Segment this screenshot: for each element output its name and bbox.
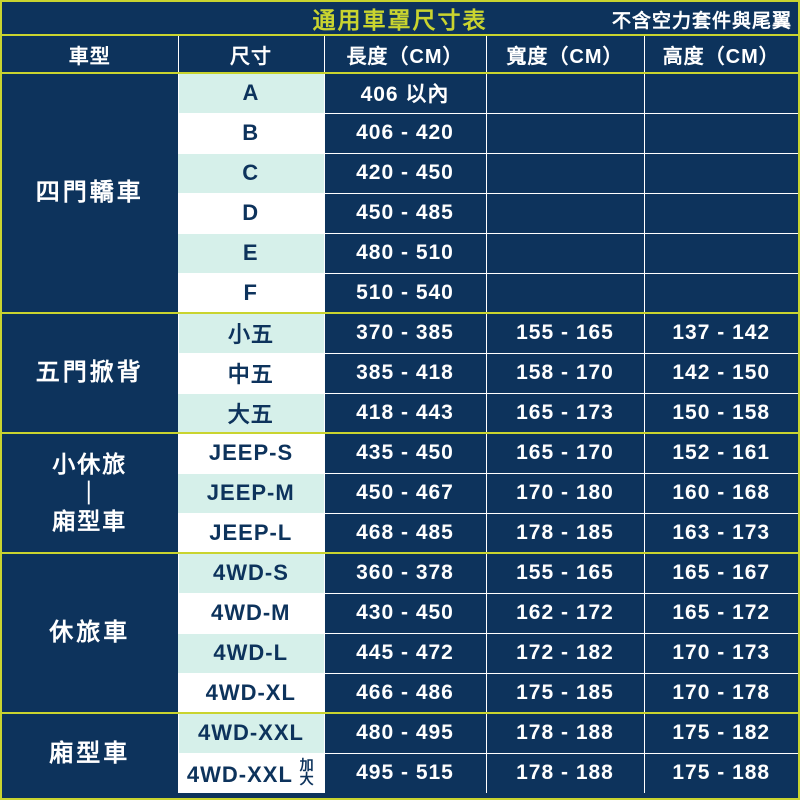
width-cell: 172 - 182 — [486, 633, 644, 673]
table-row: 廂型車4WD-XXL480 - 495178 - 188175 - 182 — [2, 713, 798, 753]
size-cell: JEEP-L — [178, 513, 324, 553]
chart-note: 不含空力套件與尾翼 — [612, 6, 792, 33]
table-body: 四門轎車A406 以內B406 - 420C420 - 450D450 - 48… — [2, 73, 798, 793]
length-cell: 450 - 485 — [324, 193, 486, 233]
length-cell: 385 - 418 — [324, 353, 486, 393]
header-type: 車型 — [2, 36, 178, 73]
height-cell — [644, 153, 798, 193]
table-row: 小休旅｜廂型車JEEP-S435 - 450165 - 170152 - 161 — [2, 433, 798, 473]
size-cell: 4WD-M — [178, 593, 324, 633]
height-cell — [644, 113, 798, 153]
header-size: 尺寸 — [178, 36, 324, 73]
width-cell — [486, 153, 644, 193]
length-cell: 420 - 450 — [324, 153, 486, 193]
length-cell: 510 - 540 — [324, 273, 486, 313]
height-cell: 165 - 167 — [644, 553, 798, 593]
width-cell — [486, 273, 644, 313]
height-cell: 170 - 178 — [644, 673, 798, 713]
size-cell: F — [178, 273, 324, 313]
length-cell: 406 - 420 — [324, 113, 486, 153]
width-cell — [486, 233, 644, 273]
size-cell: 4WD-XL — [178, 673, 324, 713]
size-cell: E — [178, 233, 324, 273]
width-cell: 165 - 170 — [486, 433, 644, 473]
size-chart: 通用車罩尺寸表 不含空力套件與尾翼 車型 尺寸 長度（CM） 寬度（CM） 高度… — [0, 0, 800, 800]
size-cell: B — [178, 113, 324, 153]
type-cell: 五門掀背 — [2, 313, 178, 433]
length-cell: 418 - 443 — [324, 393, 486, 433]
height-cell: 165 - 172 — [644, 593, 798, 633]
header-height: 高度（CM） — [644, 36, 798, 73]
height-cell: 160 - 168 — [644, 473, 798, 513]
size-cell: 小五 — [178, 313, 324, 353]
length-cell: 480 - 495 — [324, 713, 486, 753]
height-cell: 137 - 142 — [644, 313, 798, 353]
size-cell: 中五 — [178, 353, 324, 393]
header-row: 車型 尺寸 長度（CM） 寬度（CM） 高度（CM） — [2, 36, 798, 73]
height-cell: 170 - 173 — [644, 633, 798, 673]
type-cell: 四門轎車 — [2, 73, 178, 313]
height-cell: 175 - 182 — [644, 713, 798, 753]
length-cell: 480 - 510 — [324, 233, 486, 273]
header-length: 長度（CM） — [324, 36, 486, 73]
length-cell: 430 - 450 — [324, 593, 486, 633]
length-cell: 435 - 450 — [324, 433, 486, 473]
size-cell: 4WD-L — [178, 633, 324, 673]
width-cell: 165 - 173 — [486, 393, 644, 433]
width-cell — [486, 113, 644, 153]
height-cell — [644, 193, 798, 233]
size-cell: JEEP-M — [178, 473, 324, 513]
width-cell: 155 - 165 — [486, 313, 644, 353]
size-cell: 4WD-XXL 加大 — [178, 753, 324, 793]
width-cell: 178 - 188 — [486, 713, 644, 753]
width-cell: 175 - 185 — [486, 673, 644, 713]
size-cell: C — [178, 153, 324, 193]
type-cell: 廂型車 — [2, 713, 178, 793]
title-row: 通用車罩尺寸表 不含空力套件與尾翼 — [2, 2, 798, 36]
height-cell: 150 - 158 — [644, 393, 798, 433]
height-cell — [644, 73, 798, 113]
type-cell: 小休旅｜廂型車 — [2, 433, 178, 553]
height-cell: 152 - 161 — [644, 433, 798, 473]
table-row: 四門轎車A406 以內 — [2, 73, 798, 113]
table-row: 休旅車4WD-S360 - 378155 - 165165 - 167 — [2, 553, 798, 593]
length-cell: 360 - 378 — [324, 553, 486, 593]
type-cell: 休旅車 — [2, 553, 178, 713]
length-cell: 406 以內 — [324, 73, 486, 113]
width-cell: 178 - 185 — [486, 513, 644, 553]
size-cell: A — [178, 73, 324, 113]
length-cell: 445 - 472 — [324, 633, 486, 673]
length-cell: 466 - 486 — [324, 673, 486, 713]
length-cell: 450 - 467 — [324, 473, 486, 513]
width-cell: 155 - 165 — [486, 553, 644, 593]
size-cell: 大五 — [178, 393, 324, 433]
height-cell — [644, 233, 798, 273]
table-row: 五門掀背小五370 - 385155 - 165137 - 142 — [2, 313, 798, 353]
width-cell: 170 - 180 — [486, 473, 644, 513]
size-cell: JEEP-S — [178, 433, 324, 473]
size-table: 車型 尺寸 長度（CM） 寬度（CM） 高度（CM） 四門轎車A406 以內B4… — [2, 36, 798, 793]
width-cell — [486, 73, 644, 113]
width-cell: 162 - 172 — [486, 593, 644, 633]
size-cell: D — [178, 193, 324, 233]
size-cell: 4WD-S — [178, 553, 324, 593]
width-cell: 178 - 188 — [486, 753, 644, 793]
length-cell: 495 - 515 — [324, 753, 486, 793]
height-cell: 142 - 150 — [644, 353, 798, 393]
height-cell: 175 - 188 — [644, 753, 798, 793]
length-cell: 468 - 485 — [324, 513, 486, 553]
width-cell — [486, 193, 644, 233]
size-cell: 4WD-XXL — [178, 713, 324, 753]
header-width: 寬度（CM） — [486, 36, 644, 73]
height-cell — [644, 273, 798, 313]
length-cell: 370 - 385 — [324, 313, 486, 353]
width-cell: 158 - 170 — [486, 353, 644, 393]
height-cell: 163 - 173 — [644, 513, 798, 553]
